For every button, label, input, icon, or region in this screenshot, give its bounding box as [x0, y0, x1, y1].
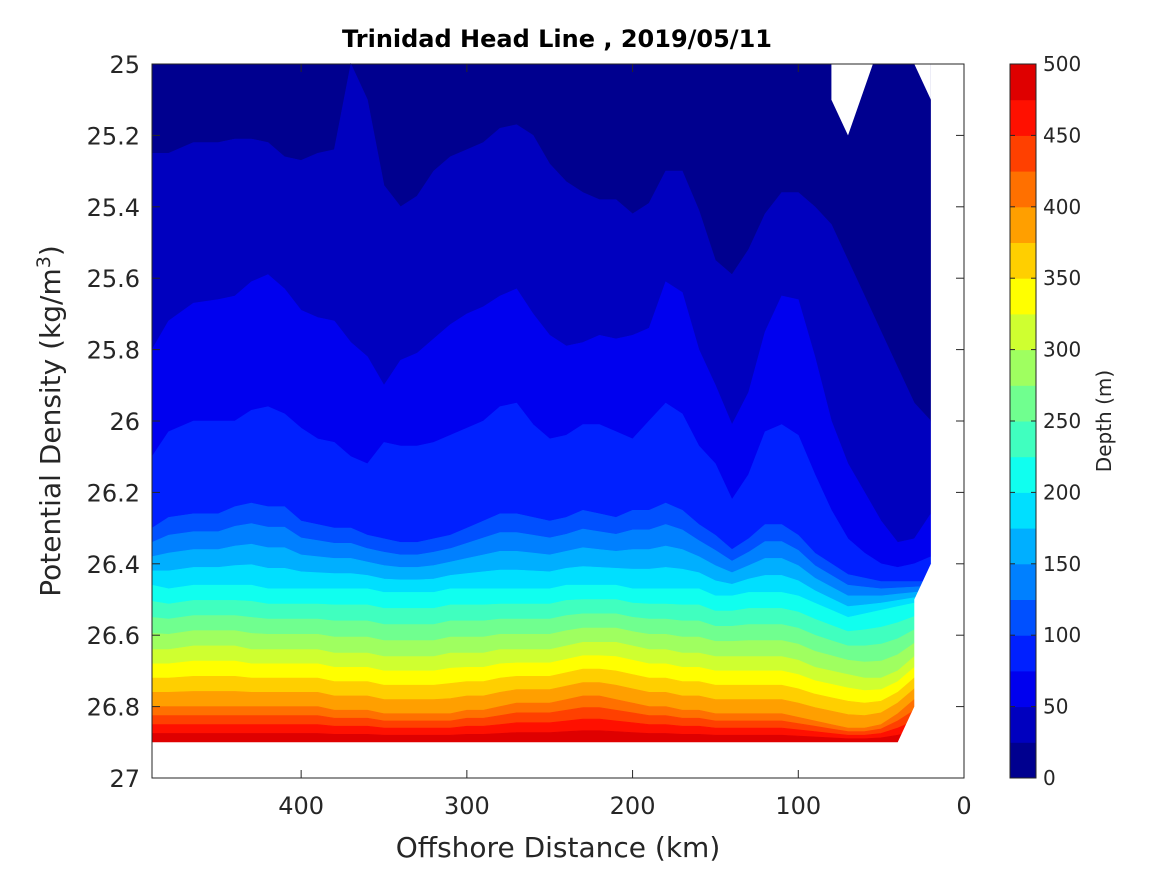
no-data-mask — [930, 64, 964, 564]
no-data-mask — [914, 64, 931, 100]
colorbar-tick-label: 300 — [1043, 338, 1081, 362]
y-tick-label: 26.4 — [87, 551, 140, 579]
colorbar-swatch — [1010, 349, 1036, 386]
y-tick-label: 25 — [109, 51, 140, 79]
colorbar-swatch — [1010, 135, 1036, 172]
y-axis-label: Potential Density (kg/m3) — [33, 245, 67, 597]
x-tick-label: 100 — [775, 792, 821, 820]
colorbar-tick-label: 100 — [1043, 623, 1081, 647]
y-tick-label: 25.6 — [87, 265, 140, 293]
colorbar-tick-label: 500 — [1043, 52, 1081, 76]
y-tick-label: 27 — [109, 765, 140, 793]
colorbar-tick-label: 250 — [1043, 409, 1081, 433]
colorbar-swatch — [1010, 635, 1036, 672]
plot-area: 400 300 200 100 0 25 25.2 25.4 25.6 25.8 26 26.2 26… — [87, 51, 972, 820]
colorbar-swatch — [1010, 99, 1036, 136]
colorbar-tick-label: 0 — [1043, 766, 1056, 790]
colorbar-ticks: 0 50 100 150 200 250 300 350 400 450 500 — [1010, 52, 1081, 790]
colorbar-swatch — [1010, 456, 1036, 493]
colorbar: 0 50 100 150 200 250 300 350 400 450 500 Depth (m) — [1009, 52, 1116, 790]
colorbar-swatch — [1010, 206, 1036, 243]
colorbar-tick-label: 200 — [1043, 480, 1081, 504]
colorbar-swatch — [1010, 421, 1036, 458]
colorbar-swatch — [1010, 742, 1036, 779]
y-axis-label-superscript: 3 — [33, 256, 55, 268]
no-data-notch — [831, 64, 873, 136]
colorbar-swatch — [1010, 171, 1036, 208]
x-tick-label: 300 — [444, 792, 490, 820]
y-tick-label: 26.2 — [87, 479, 140, 507]
x-ticks: 400 300 200 100 0 — [278, 64, 972, 820]
y-tick-label: 25.4 — [87, 194, 140, 222]
contour-bands — [151, 63, 964, 778]
colorbar-tick-label: 350 — [1043, 266, 1081, 290]
chart-title: Trinidad Head Line , 2019/05/11 — [342, 25, 772, 53]
colorbar-swatch — [1010, 385, 1036, 422]
colorbar-tick-label: 400 — [1043, 195, 1081, 219]
colorbar-swatch — [1010, 563, 1036, 600]
y-axis-label-close: ) — [34, 245, 67, 256]
colorbar-swatch — [1010, 242, 1036, 279]
y-tick-label: 26 — [109, 408, 140, 436]
x-tick-label: 400 — [278, 792, 324, 820]
colorbar-swatch — [1010, 528, 1036, 565]
y-tick-label: 25.2 — [87, 122, 140, 150]
colorbar-swatch — [1010, 599, 1036, 636]
colorbar-tick-label: 50 — [1043, 695, 1068, 719]
colorbar-swatch — [1010, 670, 1036, 708]
colorbar-tick-label: 150 — [1043, 552, 1081, 576]
y-tick-label: 25.8 — [87, 337, 140, 365]
colorbar-swatch — [1010, 64, 1036, 101]
colorbar-swatch — [1010, 492, 1036, 529]
colorbar-swatches — [1010, 64, 1036, 779]
y-ticks: 25 25.2 25.4 25.6 25.8 26 26.2 26.4 26.6 26.8 27 — [87, 51, 964, 793]
x-axis-label: Offshore Distance (km) — [396, 831, 721, 864]
colorbar-swatch — [1010, 278, 1036, 315]
y-tick-label: 26.8 — [87, 694, 140, 722]
colorbar-swatch — [1010, 313, 1036, 351]
x-tick-label: 0 — [956, 792, 971, 820]
no-data-mask — [152, 563, 964, 778]
y-axis-label-text: Potential Density (kg/m — [34, 268, 67, 597]
colorbar-label: Depth (m) — [1092, 370, 1116, 472]
colorbar-tick-label: 450 — [1043, 123, 1081, 147]
x-tick-label: 200 — [610, 792, 656, 820]
y-tick-label: 26.6 — [87, 622, 140, 650]
colorbar-swatch — [1010, 706, 1036, 743]
